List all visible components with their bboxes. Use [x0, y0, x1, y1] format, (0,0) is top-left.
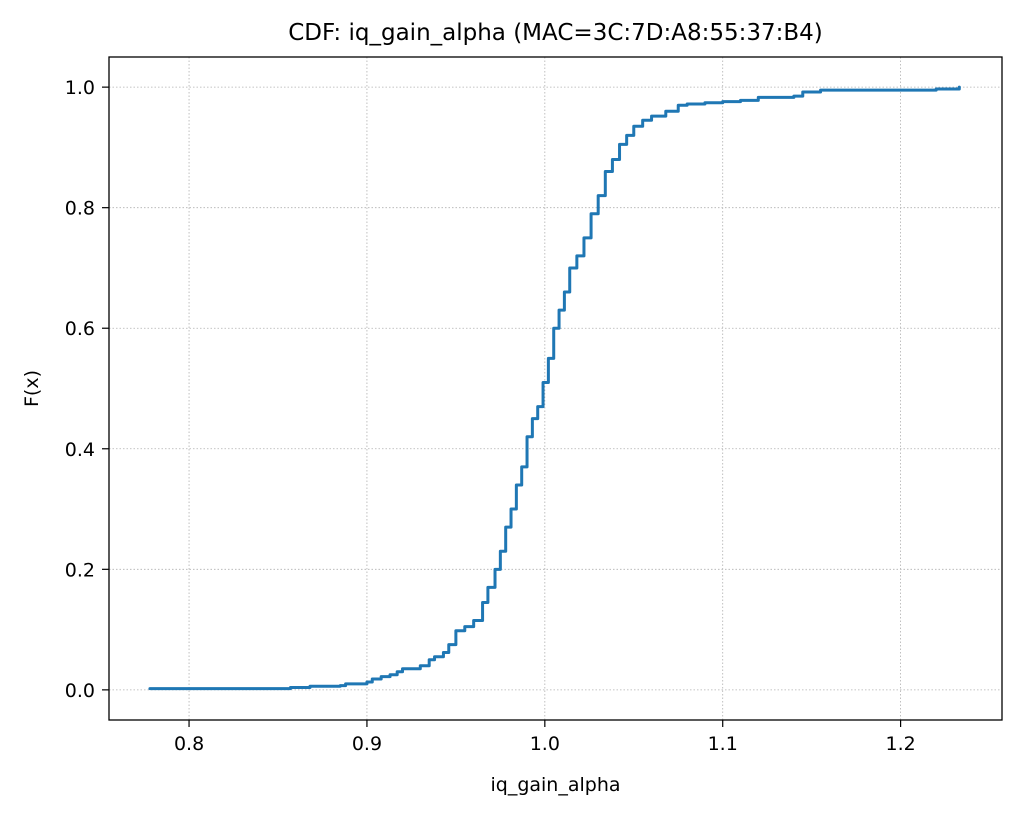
x-tick-label: 1.0: [530, 733, 560, 755]
y-tick-label: 0.4: [65, 439, 95, 461]
plot-frame: [108, 56, 1003, 721]
chart-title: CDF: iq_gain_alpha (MAC=3C:7D:A8:55:37:B…: [288, 20, 823, 46]
y-tick-label: 0.8: [65, 198, 95, 220]
x-tick-label: 1.1: [708, 733, 738, 755]
x-axis-ticks: 0.8 0.9 1.0 1.1 1.2: [174, 720, 916, 755]
y-tick-label: 1.0: [65, 77, 95, 99]
x-tick-label: 0.9: [352, 733, 382, 755]
y-axis-ticks: 0.0 0.2 0.4 0.6 0.8 1.0: [65, 77, 109, 702]
x-tick-label: 0.8: [174, 733, 204, 755]
y-tick-label: 0.0: [65, 680, 95, 702]
y-tick-label: 0.2: [65, 559, 95, 581]
cdf-series-line: [148, 85, 961, 691]
x-axis-label: iq_gain_alpha: [490, 774, 620, 796]
y-tick-label: 0.6: [65, 318, 95, 340]
y-axis-label: F(x): [21, 370, 43, 407]
series-layer: [148, 85, 961, 691]
x-tick-label: 1.2: [885, 733, 915, 755]
